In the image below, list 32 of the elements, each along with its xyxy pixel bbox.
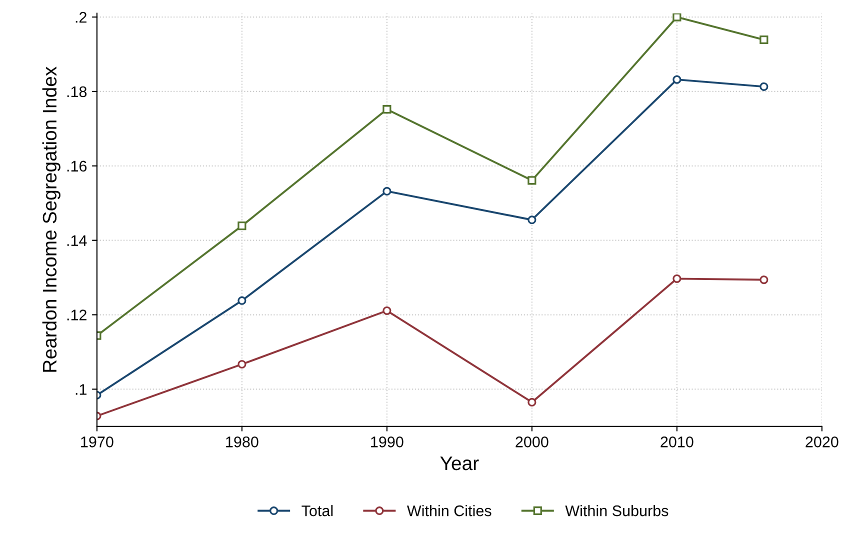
point xyxy=(760,82,768,91)
legend-label: Within Suburbs xyxy=(565,505,668,516)
point xyxy=(238,296,246,305)
point xyxy=(238,360,246,369)
x-tick-label: 1980 xyxy=(226,436,258,448)
point xyxy=(672,274,682,283)
y-tick-label: .1 xyxy=(76,384,86,395)
x-tick-label: 2010 xyxy=(660,436,694,448)
legend-label: Total xyxy=(302,505,333,516)
point xyxy=(382,186,392,196)
x-tick-label: 2020 xyxy=(806,436,838,448)
point xyxy=(672,13,682,22)
y-tick-label: .18 xyxy=(67,86,87,98)
point xyxy=(528,176,536,185)
y-tick-label: .16 xyxy=(67,160,87,172)
point xyxy=(672,75,682,84)
y-tick-label: .12 xyxy=(67,310,86,320)
point xyxy=(528,398,536,407)
x-axis-title: Year xyxy=(440,456,479,470)
point xyxy=(528,216,536,224)
point xyxy=(760,35,768,44)
x-tick-label: 1990 xyxy=(371,436,404,448)
point xyxy=(760,275,768,284)
point xyxy=(238,222,246,230)
x-tick-label: 1970 xyxy=(81,436,114,448)
y-tick-label: .2 xyxy=(76,12,86,23)
y-axis-title: Reardon Income Segregation Index xyxy=(42,66,60,372)
y-tick-label: .14 xyxy=(67,235,87,246)
point xyxy=(382,306,392,315)
legend-label: Within Cities xyxy=(406,505,492,516)
point xyxy=(382,105,392,114)
x-tick-label: 2000 xyxy=(516,436,548,448)
